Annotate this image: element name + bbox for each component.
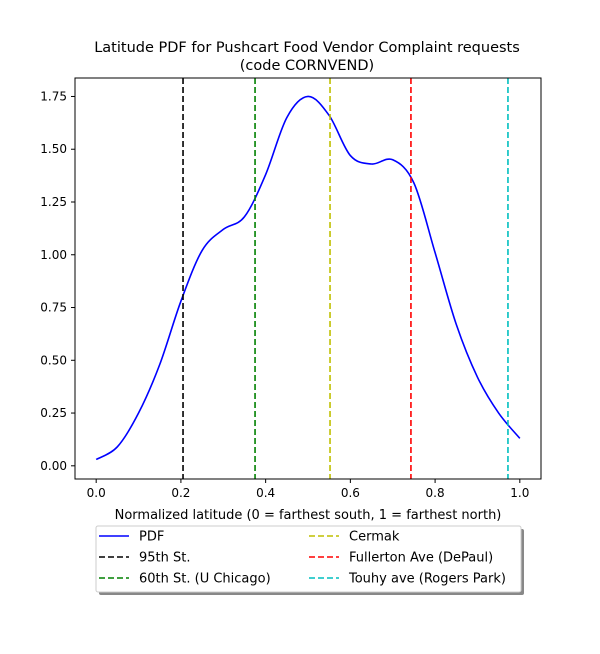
- x-tick-label: 1.0: [510, 486, 529, 500]
- x-tick-label: 0.2: [171, 486, 190, 500]
- x-tick-label: 0.4: [256, 486, 275, 500]
- legend-label: 60th St. (U Chicago): [139, 572, 271, 587]
- y-tick-label: 0.25: [40, 406, 67, 420]
- legend-label: Fullerton Ave (DePaul): [349, 551, 493, 566]
- y-tick-label: 0.75: [40, 301, 67, 315]
- y-tick-label: 1.50: [40, 142, 67, 156]
- x-axis: 0.0 0.2 0.4 0.6 0.8 1.0: [87, 479, 529, 500]
- x-tick-label: 0.6: [341, 486, 360, 500]
- y-tick-label: 1.75: [40, 89, 67, 103]
- legend-label: Cermak: [349, 530, 400, 545]
- legend-box: [95, 525, 522, 593]
- y-tick-label: 1.00: [40, 248, 67, 262]
- y-tick-label: 0.50: [40, 353, 67, 367]
- legend-label: Touhy ave (Rogers Park): [348, 572, 506, 587]
- legend-label: 95th St.: [139, 551, 191, 566]
- legend-label: PDF: [139, 530, 164, 545]
- y-axis: 0.00 0.25 0.50 0.75 1.00 1.25 1.50 1.75: [40, 89, 75, 473]
- x-tick-label: 0.8: [426, 486, 445, 500]
- x-axis-label: Normalized latitude (0 = farthest south,…: [115, 508, 502, 523]
- series-line-pdf: [95, 95, 521, 461]
- y-tick-label: 1.25: [40, 195, 67, 209]
- chart-title-line-2: (code CORNVEND): [240, 58, 374, 74]
- legend: PDF 95th St. 60th St. (U Chicago) Cermak Ful…: [95, 525, 524, 595]
- plot-frame: [74, 77, 542, 480]
- y-tick-label: 0.00: [40, 459, 67, 473]
- x-tick-label: 0.0: [87, 486, 106, 500]
- chart-title-line-1: Latitude PDF for Pushcart Food Vendor Co…: [94, 40, 520, 56]
- plot-area: [95, 78, 521, 479]
